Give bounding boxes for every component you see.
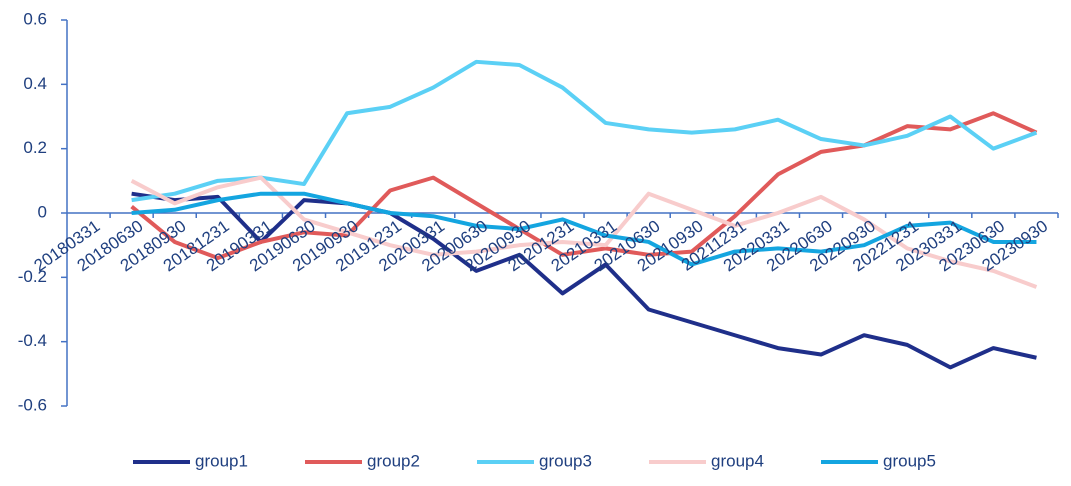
y-tick-label: 0.4 bbox=[23, 74, 47, 93]
y-tick-label: -0.2 bbox=[18, 267, 47, 286]
legend-label: group3 bbox=[539, 451, 592, 470]
y-tick-label: 0.2 bbox=[23, 138, 47, 157]
legend-label: group5 bbox=[883, 451, 936, 470]
line-series bbox=[131, 191, 1037, 267]
legend-label: group1 bbox=[195, 451, 248, 470]
y-tick-label: -0.4 bbox=[18, 331, 47, 350]
line-series bbox=[130, 111, 1038, 261]
legend-label: group4 bbox=[711, 451, 764, 470]
y-tick-label: 0 bbox=[38, 202, 47, 221]
legend-label: group2 bbox=[367, 451, 420, 470]
y-tick-label: 0.6 bbox=[23, 9, 47, 28]
line-series bbox=[131, 191, 1037, 370]
line-series bbox=[131, 59, 1038, 203]
y-tick-label: -0.6 bbox=[18, 395, 47, 414]
